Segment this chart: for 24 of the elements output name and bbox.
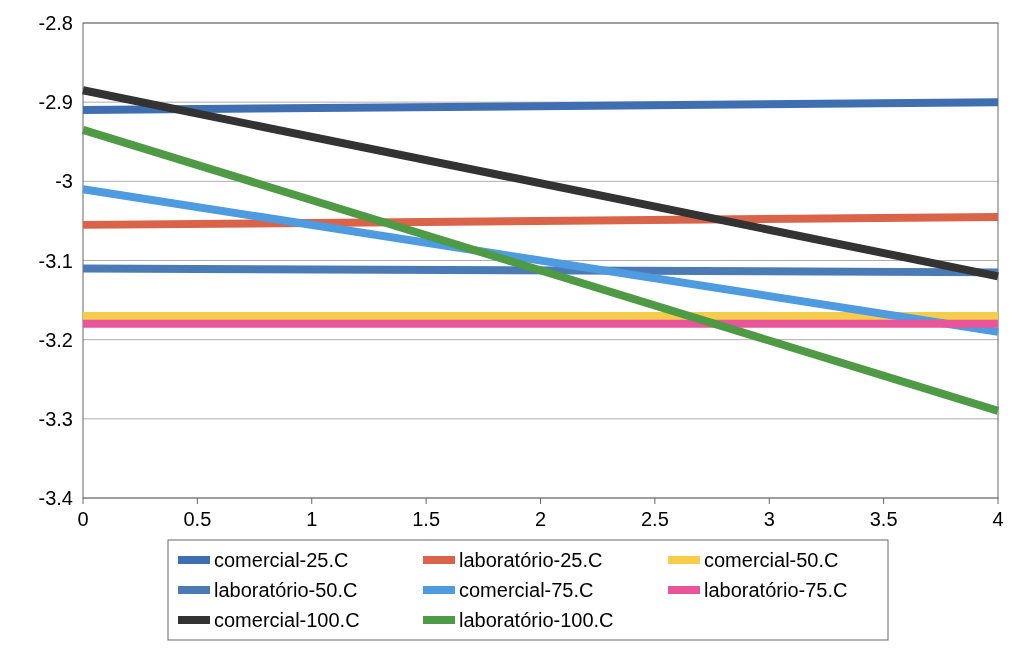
y-tick-label: -2.9 xyxy=(38,91,73,114)
y-tick-label: -2.8 xyxy=(38,12,73,34)
legend-label: laboratório-50.C xyxy=(214,579,358,601)
x-tick-label: 3 xyxy=(763,508,775,530)
x-tick-label: 3.5 xyxy=(869,508,898,530)
x-tick-label: 0.5 xyxy=(183,508,212,530)
x-tick-label: 4 xyxy=(992,508,1004,530)
legend-label: comercial-75.C xyxy=(459,579,594,601)
legend-label: comercial-50.C xyxy=(704,549,839,571)
y-tick-label: -3.4 xyxy=(38,487,73,509)
y-tick-label: -3.1 xyxy=(38,249,73,272)
legend-label: laboratório-100.C xyxy=(459,609,614,631)
y-tick-label: -3 xyxy=(55,170,73,193)
y-tick-label: -3.2 xyxy=(38,328,73,351)
x-tick-label: 1 xyxy=(306,508,318,530)
x-tick-label: 1.5 xyxy=(412,508,441,530)
legend-label: comercial-25.C xyxy=(214,549,349,571)
legend-label: comercial-100.C xyxy=(214,609,360,631)
legend-label: laboratório-75.C xyxy=(704,579,848,601)
x-tick-label: 0 xyxy=(77,508,89,530)
x-tick-label: 2.5 xyxy=(640,508,669,530)
legend-label: laboratório-25.C xyxy=(459,549,603,571)
y-tick-label: -3.3 xyxy=(38,407,73,430)
x-tick-label: 2 xyxy=(534,508,547,530)
